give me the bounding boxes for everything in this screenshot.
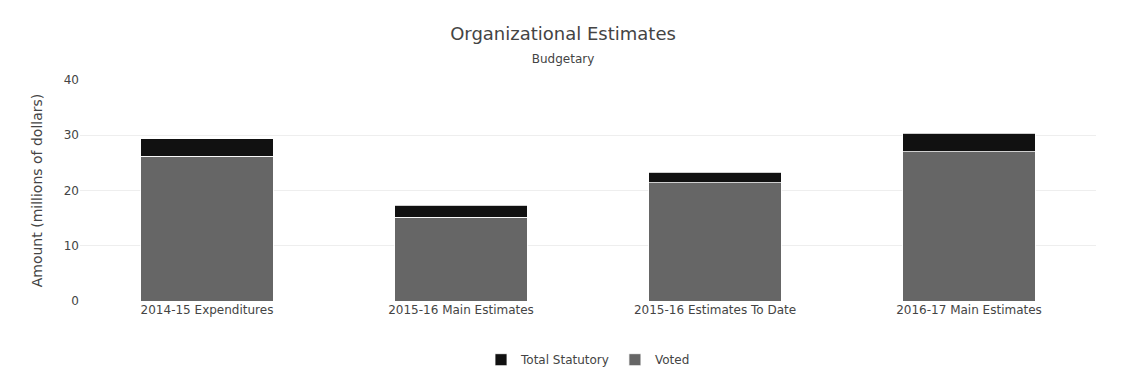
svg-text:Total Statutory: Total Statutory — [520, 353, 609, 367]
svg-text:Organizational Estimates: Organizational Estimates — [450, 23, 676, 44]
svg-text:2016-17 Main Estimates: 2016-17 Main Estimates — [896, 303, 1042, 317]
svg-text:10: 10 — [64, 239, 79, 253]
svg-text:2015-16 Main Estimates: 2015-16 Main Estimates — [388, 303, 534, 317]
svg-text:Voted: Voted — [655, 353, 689, 367]
svg-text:40: 40 — [64, 73, 79, 87]
svg-text:20: 20 — [64, 184, 79, 198]
svg-text:2014-15 Expenditures: 2014-15 Expenditures — [141, 303, 274, 317]
svg-text:0: 0 — [71, 294, 79, 308]
svg-text:Amount (millions of dollars): Amount (millions of dollars) — [29, 94, 45, 288]
svg-text:2015-16 Estimates To Date: 2015-16 Estimates To Date — [634, 303, 796, 317]
svg-text:30: 30 — [64, 128, 79, 142]
svg-text:Budgetary: Budgetary — [532, 52, 595, 66]
